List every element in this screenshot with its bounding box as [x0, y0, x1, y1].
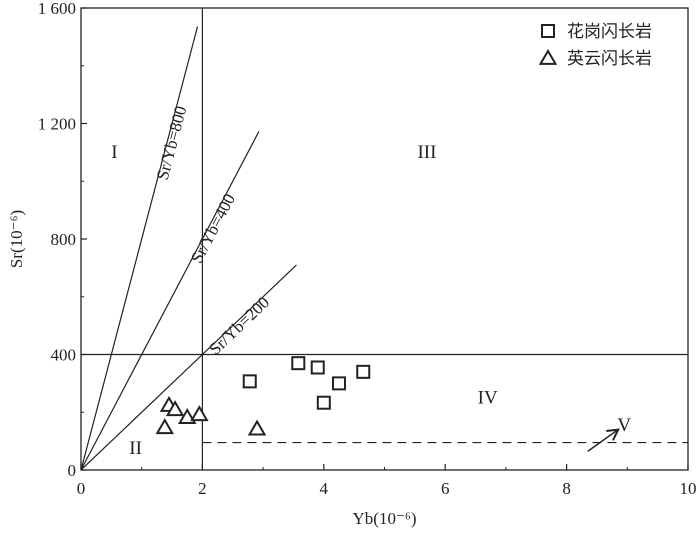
x-tick-label: 2	[198, 479, 207, 498]
legend-label: 花岗闪长岩	[567, 22, 652, 42]
y-tick-label: 1 200	[38, 115, 76, 134]
y-tick-label: 800	[51, 230, 77, 249]
region-v-arrow-head	[606, 428, 620, 441]
tonalite-point	[155, 418, 174, 435]
x-tick-label: 8	[562, 479, 571, 498]
tonalite-point	[247, 419, 267, 436]
x-axis-label: Yb(10⁻⁶)	[353, 509, 417, 528]
y-tick-label: 400	[51, 346, 77, 365]
y-tick-label: 0	[68, 461, 77, 480]
region-label: II	[129, 438, 142, 459]
granodiorite-point	[242, 374, 257, 389]
tonalite-point	[165, 400, 185, 417]
plot-frame	[80, 7, 689, 471]
region-label: V	[617, 415, 631, 436]
granodiorite-point	[356, 364, 371, 379]
x-tick-label: 10	[680, 479, 697, 498]
tonalite-point	[190, 405, 209, 422]
ratio-line-label: Sr/Yb=200	[205, 293, 273, 359]
region-label: I	[111, 142, 117, 163]
region-label: III	[417, 142, 436, 163]
legend-square-icon	[541, 24, 555, 38]
y-axis-label: Sr(10⁻⁶)	[7, 210, 26, 268]
legend-triangle-icon	[538, 48, 558, 65]
ratio-line-label: Sr/Yb=400	[187, 191, 239, 267]
ratio-line-label: Sr/Yb=800	[153, 104, 191, 182]
y-tick-label: 1 600	[38, 0, 76, 18]
region-v-arrow-shaft	[587, 428, 619, 452]
granodiorite-point	[331, 376, 346, 391]
ratio-line	[81, 26, 199, 470]
legend-label: 英云闪长岩	[567, 49, 652, 69]
x-tick-label: 0	[77, 479, 86, 498]
ratio-line	[81, 264, 297, 470]
granodiorite-point	[291, 356, 306, 371]
ratio-line	[81, 131, 260, 470]
region-label: IV	[478, 388, 498, 409]
x-tick-label: 4	[320, 479, 329, 498]
granodiorite-point	[316, 395, 331, 410]
x-tick-label: 6	[441, 479, 450, 498]
granodiorite-point	[310, 360, 325, 375]
